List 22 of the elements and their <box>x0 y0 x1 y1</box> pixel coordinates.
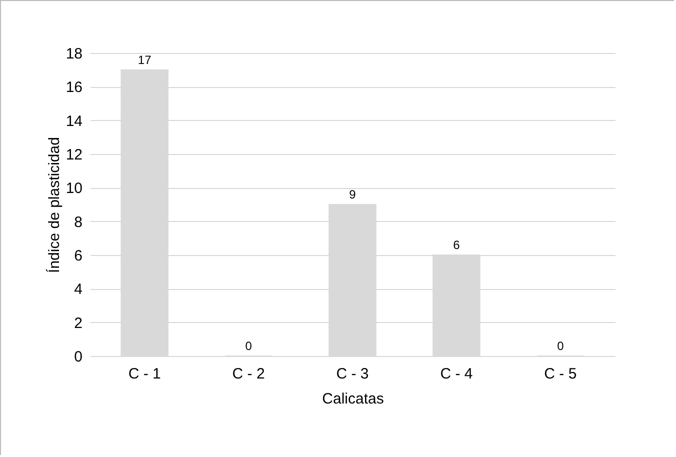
data-label: 6 <box>453 238 460 252</box>
data-label: 0 <box>557 339 564 353</box>
data-label: 0 <box>245 339 252 353</box>
y-tick-label: 10 <box>66 180 82 198</box>
x-axis-title: Calicatas <box>322 390 384 408</box>
y-tick-label: 2 <box>74 314 82 332</box>
y-tick-label: 6 <box>74 248 82 264</box>
y-tick-label: 18 <box>66 46 82 62</box>
y-tick-label: 4 <box>74 281 82 298</box>
y-tick-label: 14 <box>66 112 82 130</box>
x-tick-label: C - 1 <box>128 366 161 382</box>
y-tick-label: 8 <box>74 214 82 231</box>
y-tick-label: 0 <box>74 348 82 366</box>
y-axis-title: Índice de plasticidad <box>44 137 63 273</box>
x-tick-label: C - 3 <box>336 366 369 382</box>
data-label: 17 <box>138 52 152 67</box>
x-tick-label: C - 4 <box>440 366 473 382</box>
y-tick-label: 12 <box>66 146 82 164</box>
y-tick-label: 16 <box>66 79 82 96</box>
x-tick-label: C - 2 <box>232 366 265 382</box>
x-tick-label: C - 5 <box>544 366 577 382</box>
data-label: 9 <box>349 188 356 202</box>
